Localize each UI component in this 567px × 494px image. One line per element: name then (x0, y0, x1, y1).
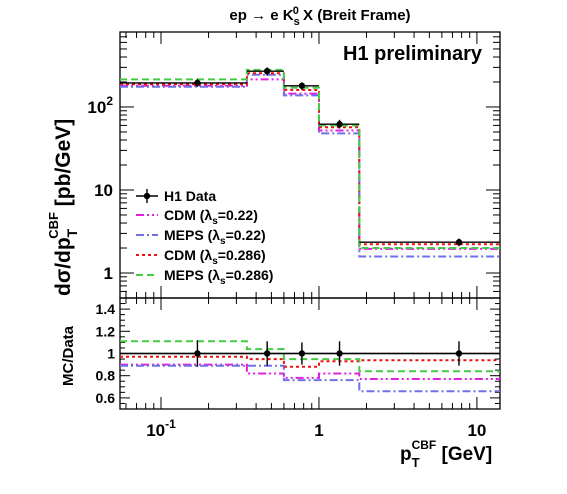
y-tick-label: 10 (94, 181, 113, 200)
data-point (194, 79, 201, 87)
ratio-y-label: MC/Data (60, 325, 77, 386)
x-axis-label: pT CBF [GeV] (400, 438, 492, 470)
legend-data-marker (143, 192, 151, 200)
ratio-line-1 (120, 364, 500, 393)
data-point (263, 67, 271, 75)
x-tick-label: 10 (467, 421, 486, 440)
y-tick-exp: 2 (106, 94, 113, 108)
legend-label-sub: s (212, 216, 218, 227)
y-tick-label: 102 (87, 94, 113, 117)
legend-label-main: CDM (λ (164, 207, 212, 223)
ratio-y-tick-label: 1.2 (96, 323, 116, 339)
legend-label-tail: =0.22) (226, 227, 266, 243)
ratio-point (455, 350, 463, 357)
x-tick-base: 1 (314, 421, 323, 440)
data-point (298, 82, 306, 89)
ratio-point (263, 350, 271, 357)
y-axis-sub: T (64, 228, 80, 237)
title-prefix: ep → e K (229, 7, 293, 24)
legend-label-tail: =0.22) (218, 207, 258, 223)
ratio-line-2 (120, 355, 500, 368)
series-line-0 (120, 78, 500, 250)
y-tick-base: 10 (94, 181, 113, 200)
legend-label-sub: s (220, 276, 226, 287)
legend-label-main: MEPS (λ (164, 227, 220, 243)
legend-label-3: MEPS (λs=0.286) (164, 267, 273, 287)
ratio-y-tick-label: 0.6 (96, 390, 116, 406)
x-tick-base: 10 (467, 421, 486, 440)
ratio-y-tick-label: 0.8 (96, 368, 116, 384)
title-sup: 0 (293, 5, 299, 17)
legend-label-tail: =0.286) (226, 267, 274, 283)
y-axis-label: dσ/dpTCBF [pb/GeV] (46, 119, 80, 296)
x-axis-sup: CBF (412, 438, 437, 452)
y-tick-base: 1 (104, 264, 113, 283)
legend-label-tail: =0.286) (218, 247, 266, 263)
legend-label-main: MEPS (λ (164, 267, 220, 283)
legend-label-2: CDM (λs=0.286) (164, 247, 266, 267)
y-axis-unit: [pb/GeV] (52, 119, 75, 212)
ratio-point (194, 350, 201, 357)
legend-label-main: CDM (λ (164, 247, 212, 263)
y-tick-label: 1 (104, 264, 113, 283)
watermark: H1 preliminary (343, 43, 483, 65)
title-suffix: X (Breit Frame) (299, 7, 411, 24)
legend-label-sub: s (212, 256, 218, 267)
ratio-line-3 (120, 340, 500, 373)
x-tick-base: 10 (146, 421, 165, 440)
chart-title: ep → e Ks0 X (Breit Frame) (229, 5, 410, 28)
x-tick-label: 10-1 (146, 417, 176, 440)
legend-label-1: MEPS (λs=0.22) (164, 227, 266, 247)
legend-data-label: H1 Data (164, 188, 216, 204)
title-sub: s (294, 16, 300, 28)
ratio-y-tick-label: 1 (107, 346, 115, 362)
x-axis-sub: T (412, 455, 420, 470)
ratio-y-tick-label: 1.4 (96, 301, 116, 317)
ratio-line-0 (120, 363, 500, 380)
x-axis-unit: [GeV] (436, 444, 492, 465)
x-tick-label: 1 (314, 421, 323, 440)
y-tick-base: 10 (87, 98, 106, 117)
legend-label-sub: s (220, 236, 226, 247)
data-point (455, 239, 463, 246)
series-line-3 (120, 68, 500, 249)
x-tick-exp: -1 (165, 417, 176, 431)
ratio-point (298, 350, 306, 357)
y-axis-sup: CBF (46, 212, 61, 239)
y-axis-main: dσ/dp (52, 237, 75, 296)
x-axis-main: p (400, 444, 412, 465)
legend-label-0: CDM (λs=0.22) (164, 207, 258, 227)
ratio-point (336, 350, 343, 357)
data-point (336, 121, 343, 128)
